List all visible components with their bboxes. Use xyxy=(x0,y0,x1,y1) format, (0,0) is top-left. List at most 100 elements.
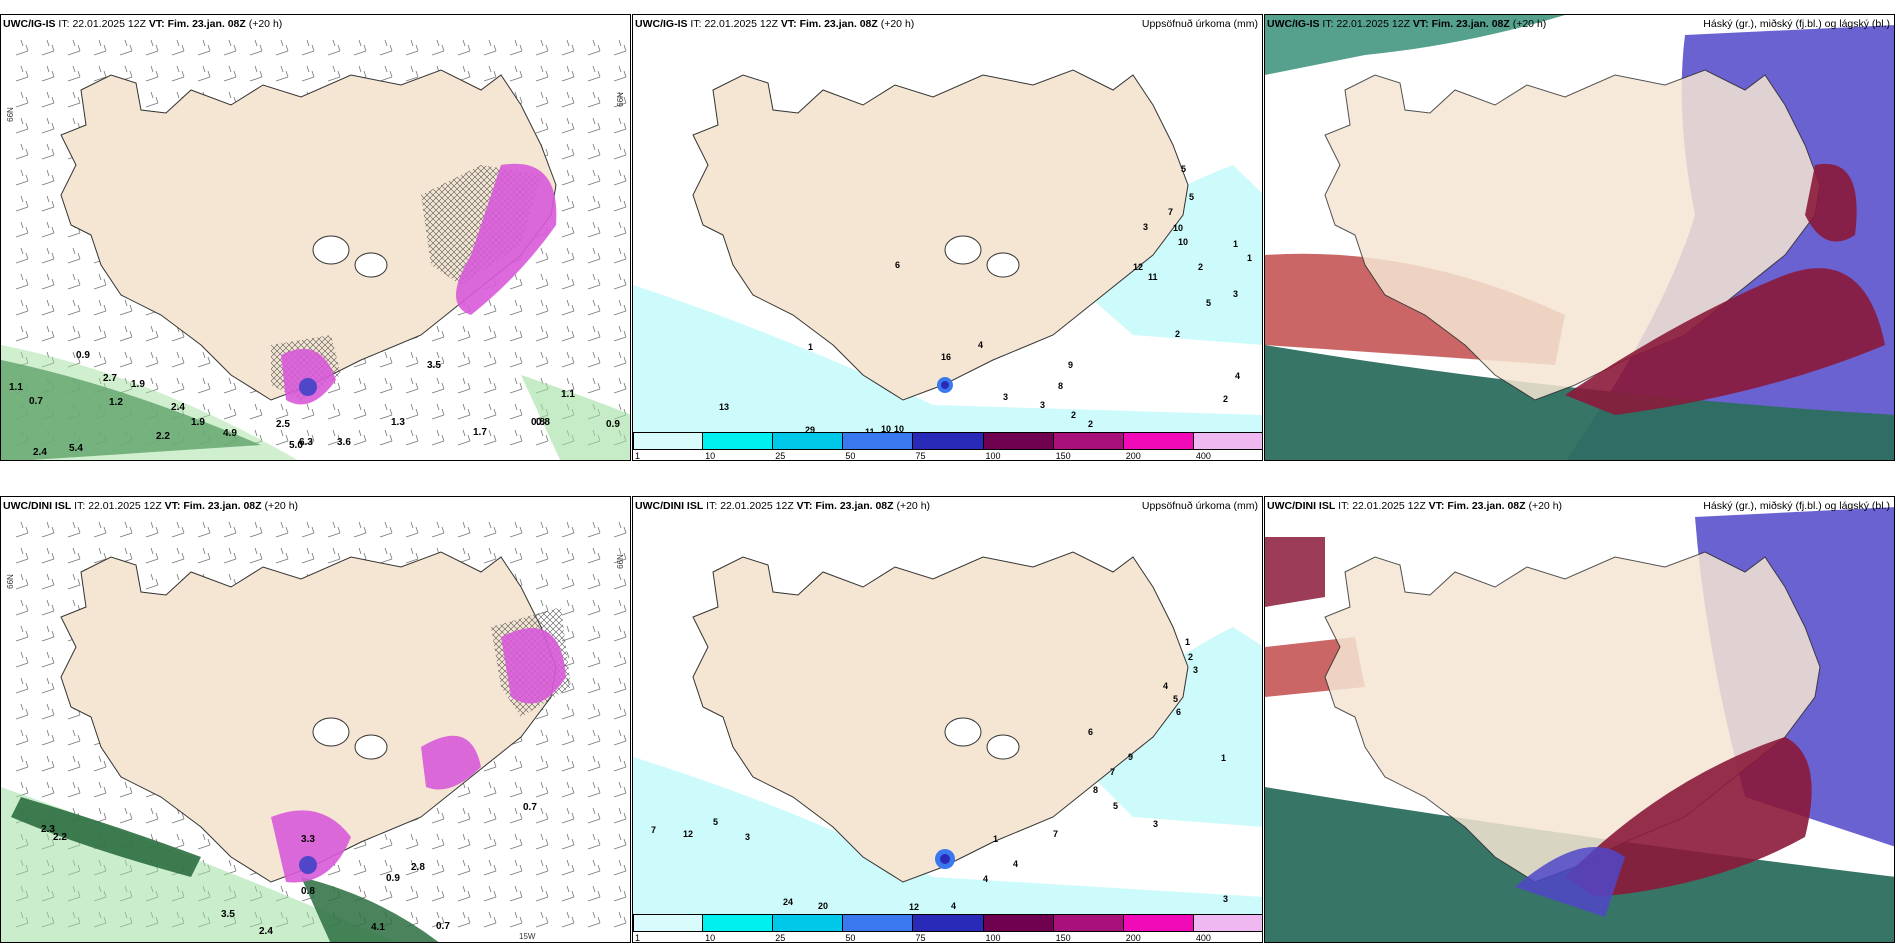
accum-label: 4 xyxy=(1013,859,1018,869)
precip-label: 0.8 xyxy=(301,886,315,897)
map-accum-precip: 1 2 3 4 5 6 9 7 8 6 5 3 7 12 24 20 12 4 … xyxy=(633,497,1262,942)
wind-barb xyxy=(457,885,471,902)
map-wind-precip: 2.3 2.2 3.3 3.5 2.4 4.1 0.7 0.9 2.8 0.7 … xyxy=(1,497,630,942)
wind-barb xyxy=(561,885,575,902)
wind-barb xyxy=(561,911,575,928)
wind-barb xyxy=(275,429,289,446)
wind-barb xyxy=(613,117,627,134)
accum-label: 1 xyxy=(1247,253,1252,263)
precip-label: 0.7 xyxy=(523,802,537,813)
wind-barb xyxy=(15,143,29,160)
colorbar-swatch xyxy=(703,432,774,450)
wind-barb xyxy=(587,651,601,668)
wind-barb xyxy=(15,65,29,82)
wind-barb xyxy=(509,859,523,876)
wind-barb xyxy=(535,885,549,902)
precip-label: 2.2 xyxy=(53,832,67,843)
wind-barb xyxy=(613,169,627,186)
wind-barb xyxy=(15,117,29,134)
wind-barb xyxy=(275,39,289,56)
accum-label: 10 xyxy=(881,424,891,434)
wind-barb xyxy=(561,143,575,160)
colorbar-swatch xyxy=(983,914,1054,932)
precip-label: 2.4 xyxy=(33,447,47,458)
wind-barb xyxy=(431,403,445,420)
colorbar-label: 150 xyxy=(1055,933,1071,943)
wind-barb xyxy=(15,703,29,720)
wind-barb xyxy=(535,807,549,824)
wind-barb xyxy=(483,429,497,446)
wind-barb xyxy=(535,833,549,850)
wind-barb xyxy=(561,729,575,746)
wind-barb xyxy=(587,599,601,616)
wind-barb xyxy=(275,547,289,564)
wind-barb xyxy=(483,351,497,368)
colorbar-label: 10 xyxy=(705,451,716,461)
wind-barb xyxy=(145,547,159,564)
precip-label: 2.4 xyxy=(259,926,273,937)
wind-barb xyxy=(119,807,133,824)
wind-barb xyxy=(275,403,289,420)
colorbar-swatch xyxy=(1053,432,1124,450)
precip-label: 3.3 xyxy=(301,834,315,845)
lon-label: 15W xyxy=(519,932,536,941)
wind-barb xyxy=(15,573,29,590)
panel-title: UWC/DINI ISL IT: 22.01.2025 12Z VT: Fim.… xyxy=(3,500,299,512)
wind-barb xyxy=(535,273,549,290)
wind-barb xyxy=(613,651,627,668)
wind-barb xyxy=(223,403,237,420)
wind-barb xyxy=(249,403,263,420)
wind-barb xyxy=(535,299,549,316)
wind-barb xyxy=(327,429,341,446)
wind-barb xyxy=(327,547,341,564)
wind-barb xyxy=(15,625,29,642)
colorbar-label: 1 xyxy=(635,933,641,943)
wind-barb xyxy=(587,781,601,798)
wind-barb xyxy=(15,247,29,264)
accum-label: 4 xyxy=(978,340,983,350)
wind-barb xyxy=(405,833,419,850)
accum-label: 1 xyxy=(1185,637,1190,647)
wind-barb xyxy=(353,39,367,56)
precip-label: 1.7 xyxy=(473,427,487,438)
wind-barb xyxy=(145,573,159,590)
wind-barb xyxy=(15,39,29,56)
wind-barb xyxy=(119,39,133,56)
precip-label: 6.3 xyxy=(299,437,313,448)
wind-barb xyxy=(197,65,211,82)
wind-barb xyxy=(509,429,523,446)
wind-barb xyxy=(561,833,575,850)
panel-subtitle: Háský (gr.), miðský (fj.bl.) og lágský (… xyxy=(1703,18,1890,30)
wind-barb xyxy=(171,521,185,538)
colorbar-label: 100 xyxy=(985,451,1001,461)
colorbar-swatch xyxy=(773,914,844,932)
wind-barb xyxy=(509,377,523,394)
wind-barb xyxy=(587,547,601,564)
wind-barb xyxy=(197,377,211,394)
wind-barb xyxy=(535,91,549,108)
wind-barb xyxy=(15,755,29,772)
wind-barb xyxy=(249,547,263,564)
wind-barb xyxy=(67,39,81,56)
panel-subtitle: Háský (gr.), miðský (fj.bl.) og lágský (… xyxy=(1703,500,1890,512)
wind-barb xyxy=(613,143,627,160)
wind-barb xyxy=(535,429,549,446)
wind-barb xyxy=(41,677,55,694)
wind-barb xyxy=(509,885,523,902)
precip-label: 2.7 xyxy=(103,373,117,384)
wind-barb xyxy=(613,885,627,902)
wind-barb xyxy=(561,859,575,876)
wind-barb xyxy=(327,403,341,420)
accum-label: 16 xyxy=(941,352,951,362)
accum-label: 6 xyxy=(1088,727,1093,737)
wind-barb xyxy=(93,781,107,798)
wind-barb xyxy=(145,91,159,108)
wind-barb xyxy=(379,429,393,446)
wind-barb xyxy=(197,39,211,56)
panel-accum-precip-bottom: UWC/DINI ISL IT: 22.01.2025 12Z VT: Fim.… xyxy=(632,496,1263,943)
wind-barb xyxy=(171,377,185,394)
wind-barb xyxy=(41,65,55,82)
colorbar-label: 25 xyxy=(775,933,786,943)
map-clouds xyxy=(1265,497,1894,942)
wind-barb xyxy=(457,403,471,420)
